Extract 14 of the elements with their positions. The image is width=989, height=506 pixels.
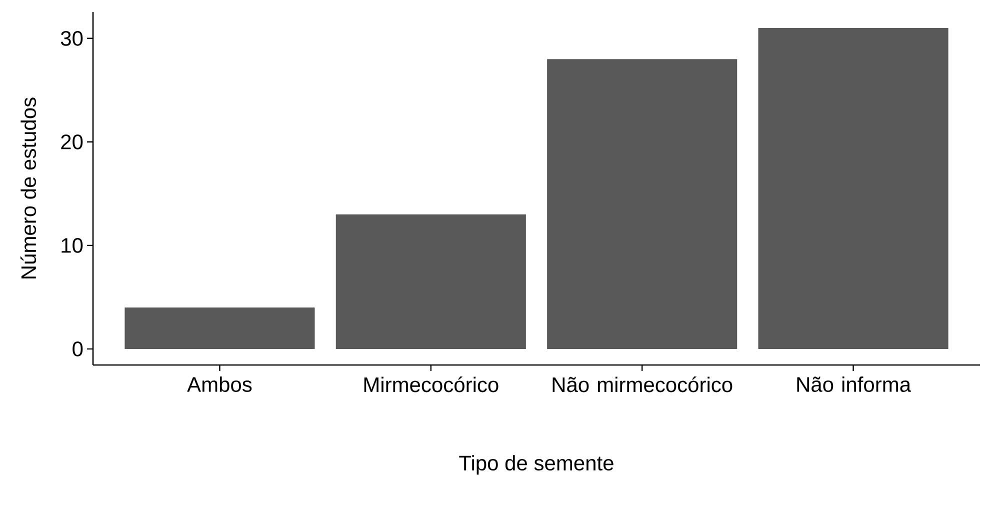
bar — [758, 28, 948, 349]
y-axis-title: Número de estudos — [20, 98, 36, 278]
x-tick-label: Não mirmecocórico — [552, 376, 732, 392]
y-tick-label: 10 — [62, 238, 83, 253]
y-tick-label: 0 — [72, 342, 83, 356]
x-axis-title: Tipo de semente — [459, 455, 614, 475]
y-tick-label: 30 — [60, 30, 83, 46]
bar — [336, 214, 526, 349]
bar — [124, 308, 315, 349]
y-tick-label: 20 — [61, 134, 83, 150]
x-tick-label: Mirmecocórico — [364, 376, 498, 392]
x-tick-label: Ambos — [187, 376, 252, 392]
bar — [547, 59, 738, 349]
x-tick-label: Não informa — [797, 376, 912, 392]
